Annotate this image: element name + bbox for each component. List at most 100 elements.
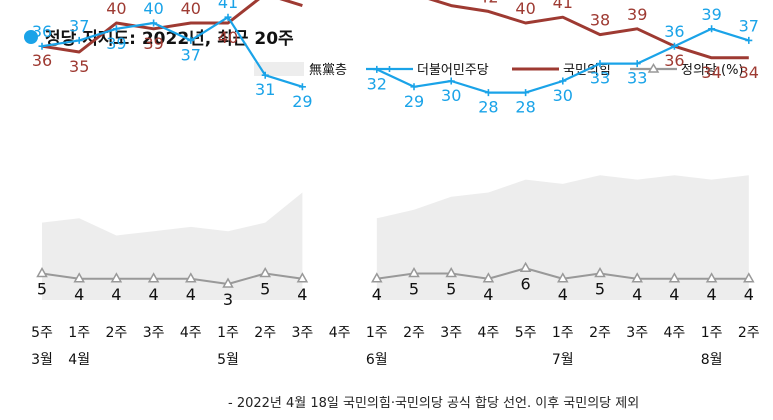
justice-data-label: 4 <box>669 285 679 304</box>
democratic-data-label: 33 <box>590 69 610 88</box>
x-tick-label: 4주 <box>180 325 202 341</box>
democratic-data-label: 29 <box>404 92 424 111</box>
democratic-data-label: 36 <box>32 22 52 41</box>
ppp-data-label: 40 <box>106 0 126 18</box>
justice-point <box>557 272 569 283</box>
justice-data-label: 4 <box>558 285 568 304</box>
title-bullet <box>24 30 38 44</box>
ppp-data-label: 40 <box>181 0 201 18</box>
ppp-data-label: 36 <box>664 51 684 70</box>
justice-data-label: 4 <box>707 285 717 304</box>
x-tick-label: 3주 <box>292 325 314 341</box>
democratic-point <box>596 60 604 68</box>
justice-data-label: 5 <box>37 280 47 299</box>
democratic-data-label: 37 <box>69 16 89 35</box>
democratic-point <box>708 25 716 33</box>
x-tick-label: 4주 <box>329 325 351 341</box>
justice-data-label: 4 <box>186 285 196 304</box>
democratic-data-label: 40 <box>143 0 163 18</box>
democratic-point <box>447 77 455 85</box>
democratic-data-label: 39 <box>701 5 721 24</box>
justice-data-label: 5 <box>260 280 270 299</box>
ppp-data-label: 43 <box>292 0 312 1</box>
democratic-point <box>633 60 641 68</box>
ppp-data-label: 34 <box>739 63 759 82</box>
ppp-data-label: 40 <box>515 0 535 18</box>
democratic-data-label: 29 <box>292 92 312 111</box>
democratic-point <box>187 36 195 44</box>
ppp-data-label: 36 <box>32 51 52 70</box>
legend-swatch-nonpartisan <box>254 62 304 76</box>
democratic-data-label: 30 <box>553 86 573 105</box>
democratic-point <box>112 25 120 33</box>
ppp-data-label: 34 <box>701 63 721 82</box>
justice-data-label: 4 <box>111 285 121 304</box>
month-label: 6월 <box>366 352 388 368</box>
ppp-data-label: 40 <box>218 28 238 47</box>
x-tick-label: 3주 <box>440 325 462 341</box>
chart-title: 정당 지지도: 2022년, 최근 20주 <box>45 29 294 49</box>
justice-data-label: 4 <box>632 285 642 304</box>
justice-data-label: 5 <box>595 280 605 299</box>
justice-point <box>445 266 457 278</box>
justice-point <box>743 272 755 283</box>
justice-line-0 <box>41 272 303 285</box>
justice-point <box>147 272 160 283</box>
justice-point <box>36 266 48 278</box>
democratic-point <box>410 83 418 91</box>
democratic-data-label: 28 <box>515 98 535 117</box>
ppp-data-label: 39 <box>627 5 647 24</box>
legend-label-justice: 정의당 (%) <box>681 63 744 78</box>
justice-point <box>222 277 234 288</box>
justice-data-label: 3 <box>223 290 233 309</box>
x-tick-label: 1주 <box>552 325 574 341</box>
x-tick-label: 2주 <box>254 325 276 341</box>
democratic-data-label: 33 <box>627 69 647 88</box>
justice-point <box>371 272 383 283</box>
justice-data-label: 6 <box>521 274 531 293</box>
ppp-line-0 <box>41 0 303 54</box>
legend-marker-democratic <box>386 66 393 72</box>
democratic-point <box>484 89 492 97</box>
democratic-data-label: 41 <box>218 0 238 12</box>
justice-point <box>482 272 495 283</box>
justice-data-label: 4 <box>149 285 159 304</box>
justice-data-label: 4 <box>372 285 382 304</box>
month-label: 4월 <box>68 352 90 368</box>
democratic-data-label: 36 <box>664 22 684 41</box>
democratic-point <box>261 71 269 79</box>
x-tick-label: 5주 <box>31 325 53 341</box>
footnote: - 2022년 4월 18일 국민의힘·국민의당 공식 합당 선언. 이후 국민… <box>228 396 639 411</box>
democratic-data-label: 39 <box>106 34 126 53</box>
democratic-point <box>150 19 158 27</box>
ppp-data-label: 38 <box>590 11 610 30</box>
x-tick-label: 2주 <box>589 325 611 341</box>
x-tick-label: 1주 <box>701 325 723 341</box>
ppp-data-label: 35 <box>69 57 89 76</box>
democratic-data-label: 37 <box>739 16 759 35</box>
legend-marker-justice <box>647 63 660 73</box>
justice-point <box>296 272 309 283</box>
justice-point <box>73 272 85 283</box>
democratic-point <box>559 77 567 85</box>
x-tick-label: 1주 <box>366 325 388 341</box>
x-tick-label: 2주 <box>106 325 128 341</box>
justice-point <box>185 272 197 283</box>
democratic-data-label: 32 <box>367 74 387 93</box>
democratic-data-label: 37 <box>181 45 201 64</box>
justice-data-label: 4 <box>74 285 84 304</box>
x-tick-label: 5주 <box>515 325 537 341</box>
month-label: 7월 <box>552 352 574 368</box>
ppp-data-label: 39 <box>143 34 163 53</box>
ppp-data-label: 42 <box>478 0 498 6</box>
justice-data-label: 4 <box>744 285 754 304</box>
month-label: 5월 <box>217 352 239 368</box>
democratic-data-label: 31 <box>255 80 275 99</box>
justice-point <box>259 266 271 278</box>
nonpartisan-area-1 <box>376 175 749 300</box>
democratic-point <box>745 36 753 44</box>
legend-label-nonpartisan: 無黨층 <box>309 63 347 78</box>
ppp-data-label: 43 <box>441 0 461 1</box>
